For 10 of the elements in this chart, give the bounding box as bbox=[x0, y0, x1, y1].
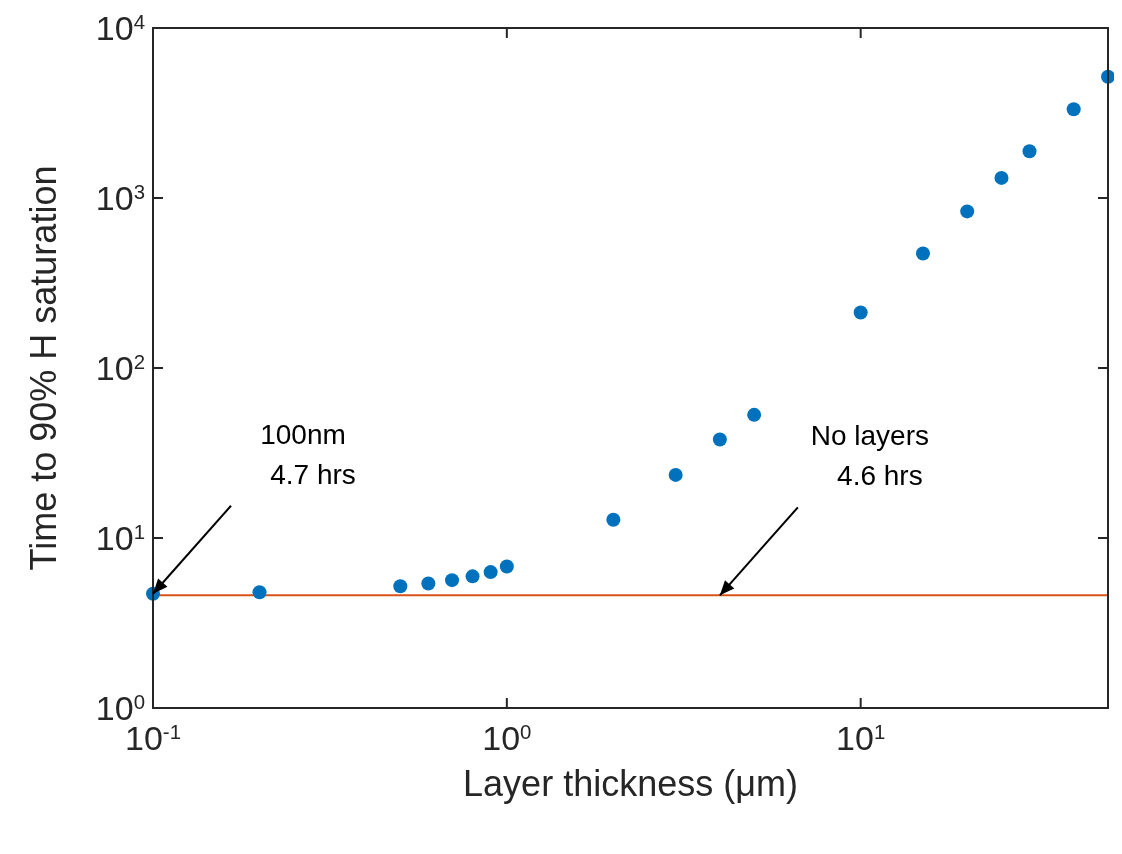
y-tick-label: 10$^{3}$ bbox=[95, 179, 145, 217]
x-axis-title: Layer thickness (μm) bbox=[463, 763, 798, 804]
annotation: No layers 4.6 hrs bbox=[810, 420, 929, 492]
y-tick-label: 10$^{4}$ bbox=[95, 9, 145, 47]
x-tick-label: 10$^{1}$ bbox=[836, 719, 886, 757]
annotation: 100nm 4.7 hrs bbox=[260, 418, 356, 490]
y-tick-label: 10$^{1}$ bbox=[95, 519, 145, 557]
x-tick-label: 10$^{0}$ bbox=[482, 719, 532, 757]
y-axis-title: Time to 90% H saturation bbox=[23, 165, 64, 571]
y-tick-label: 10$^{2}$ bbox=[95, 349, 145, 387]
